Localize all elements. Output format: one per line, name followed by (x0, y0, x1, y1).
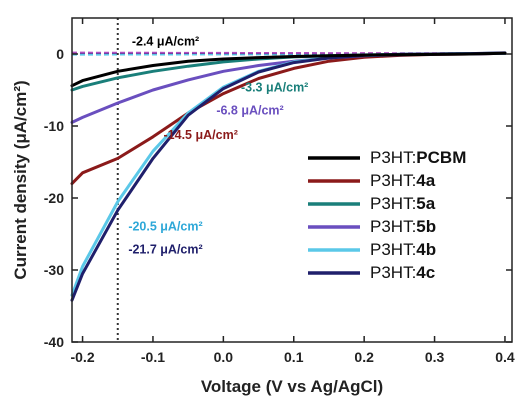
y-tick-label: 0 (56, 46, 64, 62)
annotations: -2.4 μA/cm² -3.3 μA/cm² -6.8 μA/cm² -14.5 μ… (128, 34, 308, 256)
legend: P3HT:PCBM P3HT:4a P3HT:5a P3HT:5b P3HT:4b P3H… (308, 148, 466, 282)
x-tick-label: 0.1 (284, 349, 304, 365)
x-axis-label: Voltage (V vs Ag/AgCl) (201, 377, 383, 396)
y-tick-label: -20 (44, 190, 64, 206)
plot-frame (71, 17, 513, 343)
annotation-label: -20.5 μA/cm² (128, 219, 202, 233)
x-tick-label: 0.4 (495, 349, 515, 365)
series-lines (70, 51, 507, 302)
dark-current-lines (71, 51, 505, 56)
legend-entry: P3HT:4c (370, 263, 435, 282)
x-tick-label: 0.2 (354, 349, 374, 365)
annotation-label: -2.4 μA/cm² (132, 34, 199, 48)
annotation-label: -21.7 μA/cm² (128, 242, 202, 256)
series-line-pcbm (70, 51, 507, 88)
x-tick-label: -0.1 (141, 349, 165, 365)
legend-entry: P3HT:5b (370, 217, 436, 236)
annotation-label: -3.3 μA/cm² (241, 80, 308, 94)
y-tick-label: -30 (44, 262, 64, 278)
legend-entry: P3HT:PCBM (370, 148, 466, 167)
annotation-label: -14.5 μA/cm² (164, 128, 238, 142)
annotation-label: -6.8 μA/cm² (216, 103, 283, 117)
x-tick-label: 0.0 (214, 349, 234, 365)
legend-entry: P3HT:5a (370, 194, 436, 213)
y-tick-label: -10 (44, 118, 64, 134)
legend-entry: P3HT:4a (370, 171, 436, 190)
legend-entry: P3HT:4b (370, 240, 436, 259)
y-tick-label: -40 (44, 334, 64, 350)
x-tick-label: -0.2 (70, 349, 94, 365)
y-axis-label: Current density (μA/cm²) (11, 80, 30, 279)
x-tick-label: 0.3 (425, 349, 445, 365)
